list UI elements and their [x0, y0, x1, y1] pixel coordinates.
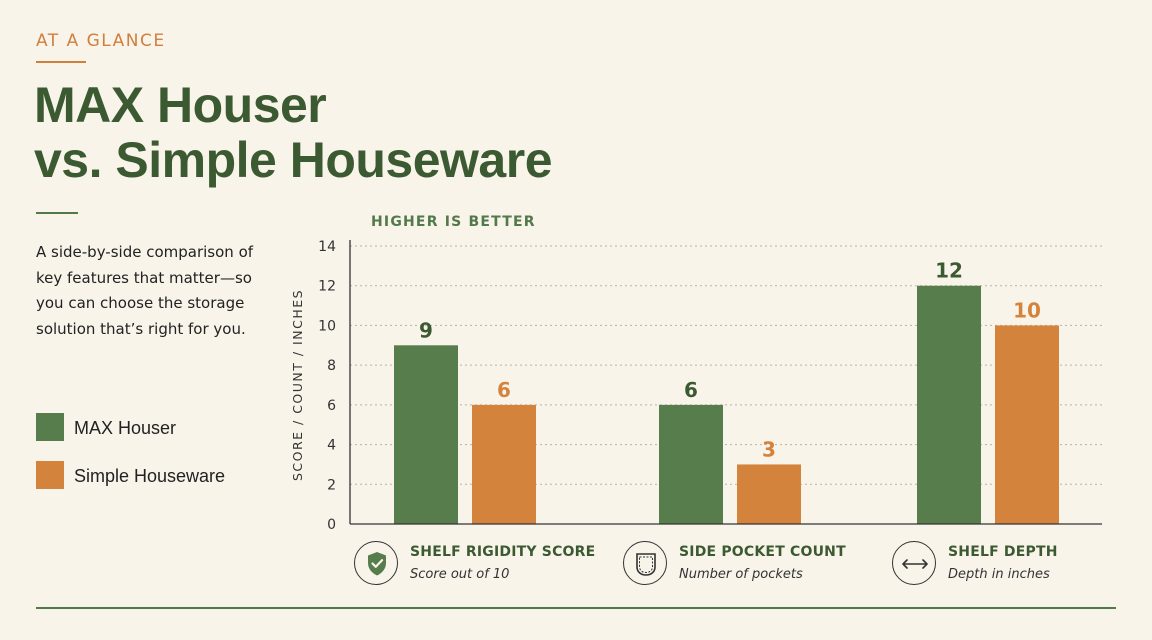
y-tick-label: 12: [318, 279, 336, 295]
y-tick-label: 4: [327, 438, 336, 454]
description-text: A side-by-side comparison of key feature…: [36, 243, 254, 338]
category-subtitle: Depth in inches: [948, 567, 1050, 582]
data-label: 10: [1013, 298, 1041, 322]
eyebrow-label: AT A GLANCE: [36, 31, 166, 51]
bar-max-houser: [394, 345, 458, 524]
bar-chart: 0 2 4 6 8 10 12 14 SCORE / COUNT / INCHES 9 6 12 6 3 1…: [290, 239, 1102, 533]
bar-max-houser: [917, 285, 981, 524]
category-label: SHELF RIGIDITY SCORE: [410, 544, 596, 560]
chart-subtitle: HIGHER IS BETTER: [371, 214, 536, 230]
category-subtitle: Number of pockets: [679, 567, 803, 582]
pocket-icon: [623, 541, 667, 585]
bar-simple-houseware: [737, 464, 801, 524]
footer-divider: [36, 607, 1116, 609]
title-line-1: MAX Houser: [34, 77, 327, 133]
legend-label-simple-houseware: Simple Houseware: [74, 466, 226, 486]
category-label: SHELF DEPTH: [948, 544, 1058, 560]
data-label: 3: [762, 437, 776, 461]
y-axis-label: SCORE / COUNT / INCHES: [290, 289, 305, 481]
y-tick-label: 2: [327, 477, 336, 493]
y-tick-label: 14: [318, 239, 336, 255]
legend-item-simple-houseware: Simple Houseware: [36, 461, 256, 489]
data-label: 9: [419, 318, 433, 342]
y-tick-label: 0: [327, 517, 336, 533]
bar-max-houser: [659, 404, 723, 524]
data-label: 6: [497, 378, 511, 402]
legend-swatch-max-houser: [36, 413, 64, 441]
bar-simple-houseware: [995, 325, 1059, 524]
y-tick-label: 10: [318, 318, 336, 334]
bar-simple-houseware: [472, 404, 536, 524]
y-tick-label: 8: [327, 358, 336, 374]
data-label: 6: [684, 378, 698, 402]
page-title: MAX Houser vs. Simple Houseware: [34, 77, 553, 188]
title-divider: [36, 212, 78, 214]
title-line-2: vs. Simple Houseware: [34, 132, 553, 188]
legend-item-max-houser: MAX Houser: [36, 413, 256, 441]
data-label: 12: [935, 259, 963, 283]
legend-label-max-houser: MAX Houser: [74, 418, 177, 438]
legend-swatch-simple-houseware: [36, 461, 64, 489]
eyebrow-divider: [36, 61, 86, 63]
category-subtitle: Score out of 10: [410, 567, 510, 582]
shield-check-icon: [354, 541, 398, 585]
category-label: SIDE POCKET COUNT: [679, 544, 846, 560]
y-tick-label: 6: [327, 398, 336, 414]
double-arrow-icon: [892, 541, 936, 585]
